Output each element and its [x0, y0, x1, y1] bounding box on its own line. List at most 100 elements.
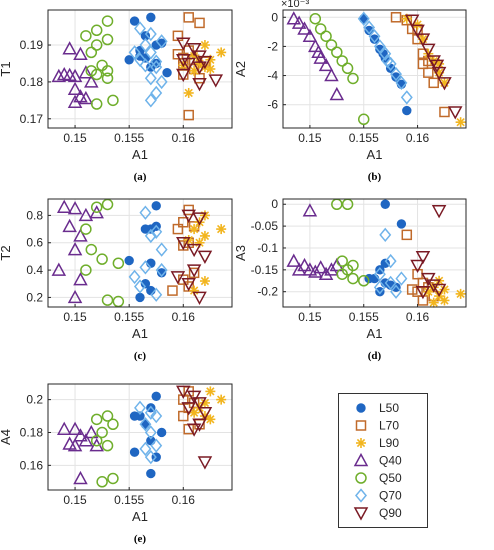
marker-l90 — [205, 386, 216, 397]
marker-q40 — [62, 436, 77, 450]
x-tick-label: 0.16 — [406, 131, 430, 145]
marker-l70 — [178, 274, 189, 285]
y-axis-label: T2 — [0, 245, 13, 260]
marker-l70 — [406, 284, 418, 295]
marker-q40 — [78, 90, 94, 105]
marker-q70 — [381, 53, 394, 69]
marker-q40 — [286, 11, 302, 25]
marker-l90 — [428, 297, 439, 308]
y-axis-label: A3 — [233, 245, 248, 261]
x-tick-label: 0.16 — [172, 131, 196, 145]
marker-q40 — [302, 203, 318, 217]
x-tick-label: 0.15 — [63, 310, 87, 324]
marker-q40 — [67, 289, 83, 304]
y-tick-label: -2 — [267, 39, 278, 53]
x-axis-label: A1 — [367, 326, 383, 341]
marker-q90 — [176, 385, 191, 399]
axes-box — [47, 198, 233, 308]
y-tick-label: -0.1 — [257, 241, 278, 255]
marker-q70 — [150, 287, 163, 302]
legend-label: Q70 — [379, 489, 402, 503]
marker-l50 — [156, 427, 167, 438]
marker-q90 — [197, 407, 213, 421]
marker-q40 — [67, 201, 83, 215]
marker-q40 — [67, 438, 83, 452]
marker-l50 — [135, 292, 145, 303]
y-tick-label: 0.2 — [26, 290, 43, 304]
marker-q70 — [150, 224, 163, 239]
marker-q70 — [155, 74, 168, 90]
marker-l50 — [396, 219, 407, 229]
marker-q50 — [90, 201, 103, 213]
marker-l70 — [428, 77, 439, 89]
x-tick-label: 0.155 — [114, 493, 144, 507]
marker-l50 — [380, 258, 390, 268]
series-q70 — [128, 21, 168, 108]
marker-q50 — [90, 24, 103, 37]
legend-item-l50: L50 — [356, 401, 399, 415]
marker-q50 — [314, 23, 327, 35]
y-axis-label: A4 — [0, 429, 13, 445]
marker-q40 — [324, 67, 339, 82]
marker-q50 — [107, 94, 119, 107]
marker-q50 — [101, 439, 114, 452]
marker-q70 — [150, 408, 163, 424]
marker-q50 — [96, 476, 108, 488]
marker-q50 — [355, 472, 367, 484]
marker-l70 — [172, 223, 184, 235]
y-tick-label: 0.8 — [26, 208, 43, 222]
marker-q50 — [347, 72, 359, 85]
marker-q70 — [150, 438, 163, 453]
marker-q50 — [107, 418, 119, 431]
marker-q70 — [395, 271, 408, 286]
x-tick-label: 0.16 — [172, 493, 196, 507]
marker-q50 — [90, 39, 103, 51]
marker-l70 — [178, 410, 189, 422]
legend-markers: L50 L70 L90 Q40 Q50 Q70 Q90 — [353, 401, 402, 521]
marker-q90 — [421, 272, 436, 287]
marker-q70 — [144, 228, 157, 244]
series-q50 — [80, 15, 119, 110]
marker-l70 — [183, 109, 194, 121]
legend-label: L70 — [379, 419, 399, 433]
marker-l50 — [146, 12, 156, 23]
x-tick-label: 0.155 — [114, 131, 144, 145]
marker-l90 — [455, 288, 466, 299]
marker-l50 — [151, 201, 161, 211]
marker-q70 — [379, 227, 392, 243]
marker-q50 — [347, 272, 359, 285]
marker-q40 — [67, 94, 83, 108]
marker-q50 — [80, 264, 92, 276]
series-l90 — [183, 210, 227, 296]
legend-item-q70: Q70 — [355, 488, 402, 503]
legend-item-l70: L70 — [355, 419, 399, 433]
x-tick-label: 0.15 — [298, 131, 322, 145]
legend-item-q40: Q40 — [353, 452, 402, 468]
y-tick-label: -0.15 — [251, 263, 279, 277]
marker-q50 — [85, 46, 98, 59]
marker-q90 — [176, 236, 191, 251]
marker-l70 — [439, 106, 450, 118]
marker-q50 — [320, 30, 332, 42]
marker-q50 — [85, 243, 98, 256]
marker-q90 — [197, 456, 213, 470]
axes-box — [282, 9, 467, 129]
marker-q70 — [155, 262, 168, 278]
marker-l90 — [439, 295, 450, 306]
marker-q70 — [373, 280, 386, 295]
legend-item-l90: L90 — [356, 436, 399, 450]
marker-q90 — [170, 271, 186, 285]
marker-q50 — [357, 275, 370, 287]
marker-l70 — [406, 23, 418, 35]
marker-q70 — [150, 85, 163, 101]
marker-q50 — [309, 12, 322, 25]
series-q90 — [170, 209, 213, 305]
marker-q40 — [84, 74, 99, 88]
marker-l50 — [140, 279, 151, 289]
marker-l90 — [216, 47, 227, 58]
series-q40 — [286, 11, 345, 101]
marker-q50 — [101, 294, 114, 306]
marker-q40 — [62, 218, 77, 233]
marker-q90 — [192, 397, 207, 411]
